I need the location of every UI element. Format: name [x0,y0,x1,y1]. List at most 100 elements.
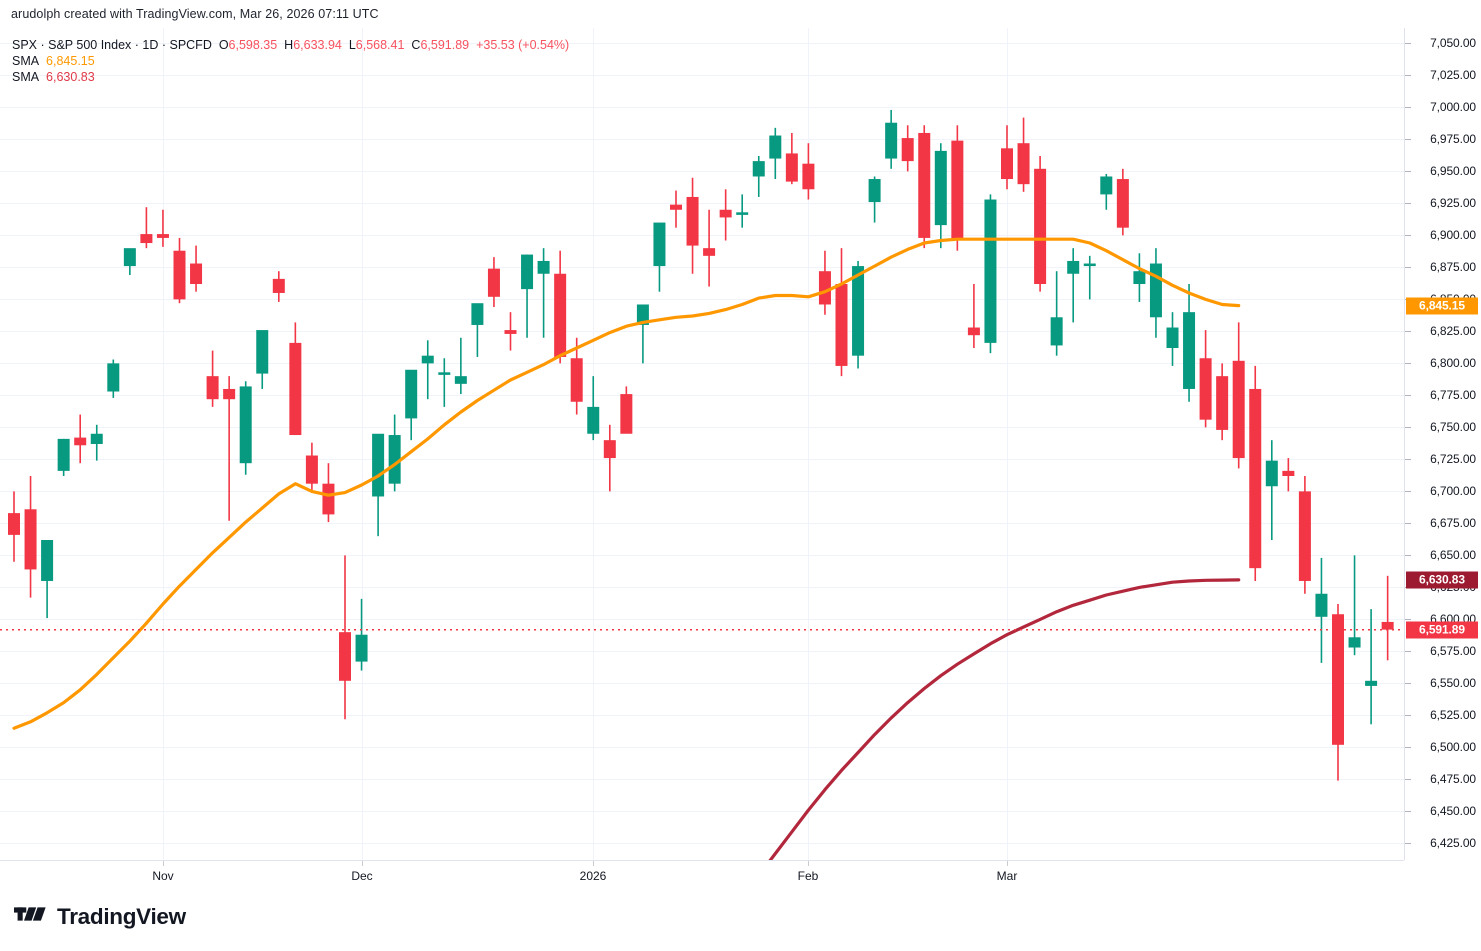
price-tick-label: 6,825.00 [1430,324,1476,339]
candle-body [636,304,649,325]
sma2-price-badge[interactable]: 6,630.83 [1406,571,1478,589]
gridline-vertical [808,28,809,860]
last-price-badge[interactable]: 6,591.89 [1406,621,1478,639]
candle-body [339,632,351,681]
price-tick-label: 6,450.00 [1430,804,1476,819]
gridline-vertical [1007,28,1008,860]
candle-body [1381,621,1394,630]
candle-body [471,303,484,325]
price-scale[interactable]: 7,050.00 7,025.00 7,000.00 6,975.00 6,950.00… [1404,28,1481,860]
candle-body [1298,491,1311,581]
legend-close-value: 6,591.89 [420,38,470,52]
price-tick-dash [1405,843,1411,844]
time-tick-mark [163,861,164,866]
time-scale[interactable]: Nov Dec 2026 Feb Mar [0,860,1404,889]
candle-body [620,394,633,434]
candle-body [1183,312,1196,389]
price-tick-dash [1405,747,1411,748]
gridline-horizontal [0,331,1404,332]
chart-plot-area[interactable] [0,28,1404,860]
candle-body [1315,593,1328,617]
candle-body [868,179,881,203]
price-tick-label: 6,950.00 [1430,164,1476,179]
candle-body [190,263,203,284]
candle-body [1199,358,1212,420]
time-tick-mark [1007,861,1008,866]
attribution-text: arudolph created with TradingView.com, M… [11,7,379,21]
candle-body [1265,460,1278,487]
gridline-horizontal [0,523,1404,524]
sma1-price-badge[interactable]: 6,845.15 [1406,297,1478,315]
price-tick-label: 6,500.00 [1430,740,1476,755]
price-tick-dash [1405,555,1411,556]
price-tick-dash [1405,523,1411,524]
price-tick-label: 7,025.00 [1430,68,1476,83]
candle-body [719,209,732,218]
gridline-horizontal [0,203,1404,204]
candle-body [1083,263,1096,267]
candle-body [405,369,418,419]
candle-body [818,271,831,305]
legend-row-sma2[interactable]: SMA 6,630.83 [12,69,569,85]
candle-body [769,135,782,159]
gridline-vertical [593,28,594,860]
candle-body [355,634,368,662]
candle-body [918,132,931,238]
gridline-horizontal [0,587,1404,588]
gridline-horizontal [0,395,1404,396]
candle-body [1017,143,1030,185]
candle-body [967,327,980,336]
price-tick-dash [1405,427,1411,428]
time-tick-label: Nov [152,869,174,883]
sma-line-2 [768,578,1241,860]
price-tick-dash [1405,203,1411,204]
candle-body [1365,680,1378,686]
candle-body [537,260,550,274]
legend-open-value: 6,598.35 [228,38,278,52]
legend-sma2-value: 6,630.83 [46,70,95,84]
candle-body [305,455,318,484]
candlestick-series [0,109,1404,860]
price-tick-dash [1405,331,1411,332]
price-tick-label: 6,425.00 [1430,836,1476,851]
legend-row-sma1[interactable]: SMA 6,845.15 [12,53,569,69]
legend-change-value: +35.53 (+0.54%) [476,38,570,52]
candle-body [289,342,302,436]
candle-body [521,254,534,290]
candle-body [587,406,600,434]
candle-body [1034,168,1047,284]
price-tick-label: 6,525.00 [1430,708,1476,723]
gridline-vertical [362,28,363,860]
time-tick-mark [362,861,363,866]
price-tick-dash [1405,459,1411,460]
candle-body [74,437,87,446]
candle-body [984,199,997,343]
legend-sma2-label: SMA [12,70,40,84]
candle-body [1100,176,1113,195]
gridline-vertical [163,28,164,860]
candle-body [41,540,54,581]
price-tick-label: 6,900.00 [1430,228,1476,243]
gridline-horizontal [0,715,1404,716]
price-tick-dash [1405,491,1411,492]
footer-branding: TradingView [14,903,186,930]
legend-sma1-label: SMA [12,54,40,68]
candle-body [951,140,964,241]
price-tick-label: 6,925.00 [1430,196,1476,211]
candle-body [785,153,798,182]
gridline-horizontal [0,491,1404,492]
price-tick-dash [1405,235,1411,236]
candle-body [1332,614,1344,745]
candle-body [454,376,467,384]
candle-body [8,513,20,535]
price-tick-label: 6,775.00 [1430,388,1476,403]
candle-body [438,372,451,375]
legend-low-label: L [348,38,356,52]
legend-open-label: O [218,38,229,52]
legend-row-symbol[interactable]: SPX · S&P 500 Index · 1D · SPCFD O6,598.… [12,37,569,53]
price-tick-dash [1405,107,1411,108]
legend-high-value: 6,633.94 [293,38,342,52]
gridline-horizontal [0,235,1404,236]
candle-body [24,509,37,570]
candle-body [1249,388,1262,569]
